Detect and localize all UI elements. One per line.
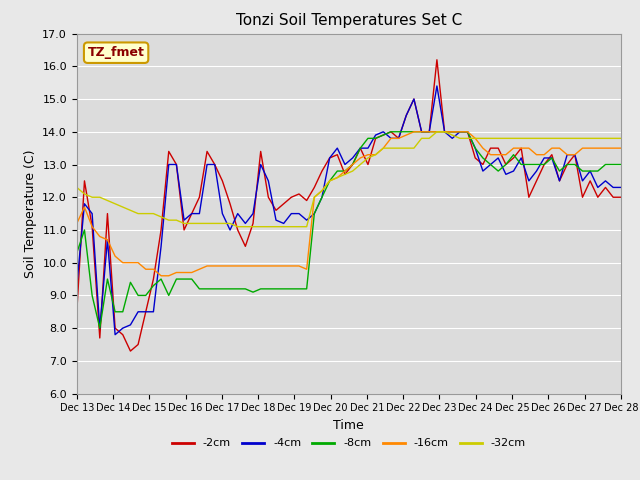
X-axis label: Time: Time <box>333 419 364 432</box>
Text: TZ_fmet: TZ_fmet <box>88 46 145 59</box>
Title: Tonzi Soil Temperatures Set C: Tonzi Soil Temperatures Set C <box>236 13 462 28</box>
Y-axis label: Soil Temperature (C): Soil Temperature (C) <box>24 149 36 278</box>
Legend: -2cm, -4cm, -8cm, -16cm, -32cm: -2cm, -4cm, -8cm, -16cm, -32cm <box>167 434 531 453</box>
